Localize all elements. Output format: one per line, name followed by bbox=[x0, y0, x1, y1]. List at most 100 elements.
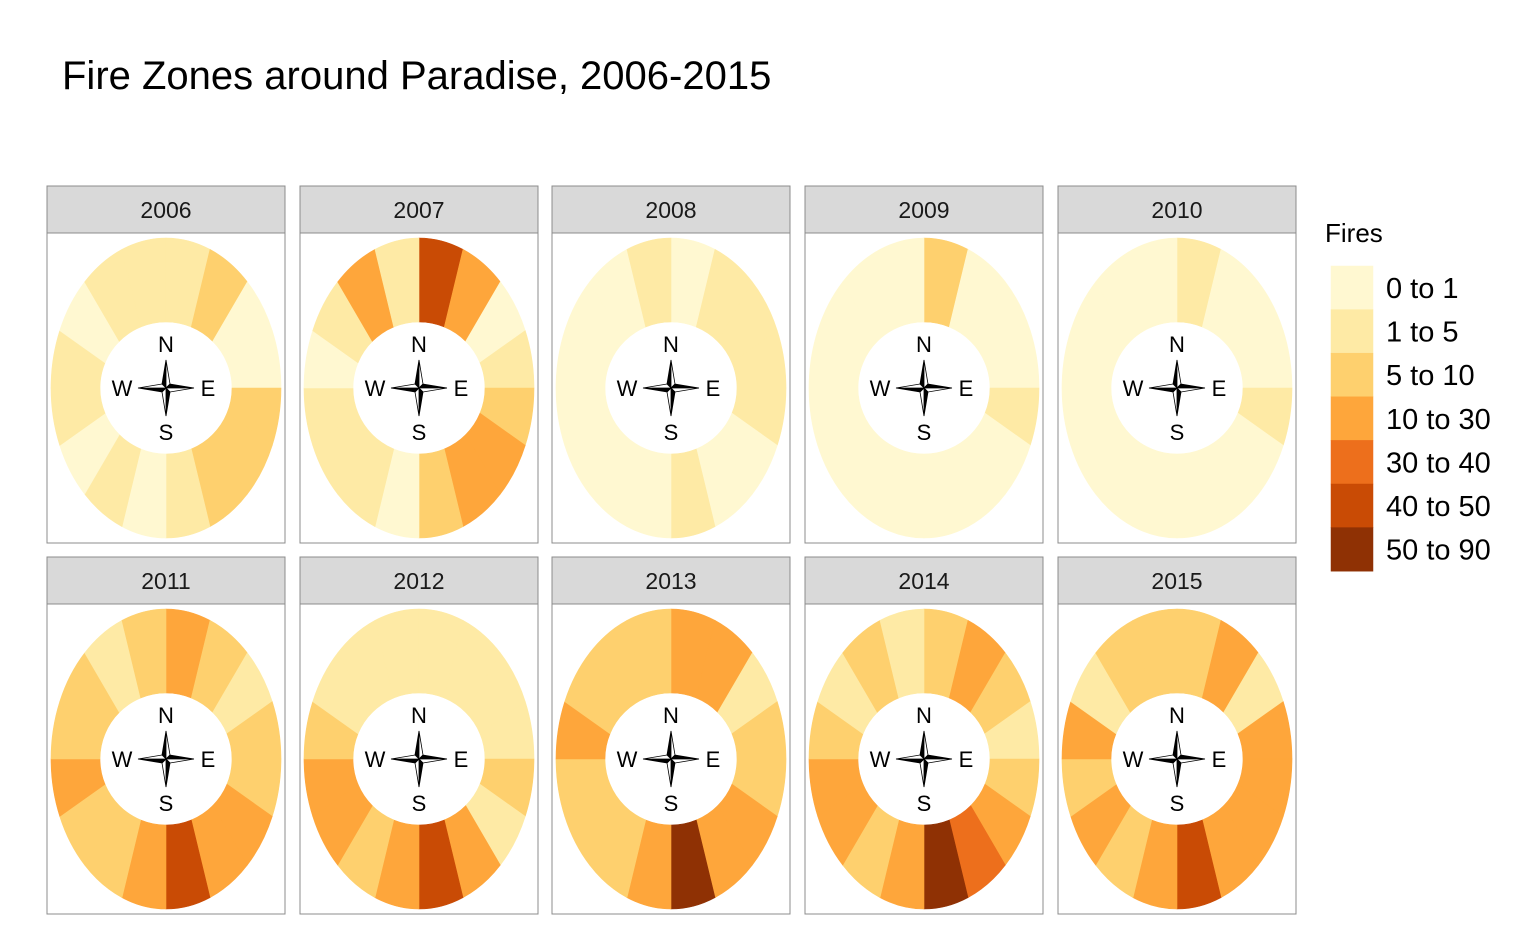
compass-rose-icon bbox=[895, 730, 953, 788]
compass-label-n: N bbox=[916, 703, 932, 728]
compass-label-n: N bbox=[411, 703, 427, 728]
sector-2008-15 bbox=[626, 237, 672, 328]
legend-label: 1 to 5 bbox=[1386, 317, 1459, 349]
compass-label-n: N bbox=[1169, 703, 1185, 728]
compass-label-w: W bbox=[365, 376, 386, 401]
compass-label-e: E bbox=[959, 747, 974, 772]
facet-strip-label: 2012 bbox=[393, 568, 444, 594]
compass-label-w: W bbox=[617, 376, 638, 401]
sector-2012-15 bbox=[374, 608, 420, 699]
compass-label-n: N bbox=[663, 332, 679, 357]
facet-strip-label: 2006 bbox=[140, 197, 191, 223]
compass-label-s: S bbox=[664, 791, 679, 816]
legend-label: 40 to 50 bbox=[1386, 491, 1491, 523]
sector-2011-15 bbox=[121, 608, 167, 699]
compass-rose-icon bbox=[390, 730, 448, 788]
facet-strip-label: 2008 bbox=[645, 197, 696, 223]
compass-label-s: S bbox=[917, 420, 932, 445]
legend-key bbox=[1330, 309, 1374, 354]
facet-panel-2009: 2009 N S W E bbox=[804, 185, 1044, 544]
facet-panel-2013: 2013 N S W E bbox=[551, 556, 791, 915]
compass-label-s: S bbox=[917, 791, 932, 816]
sector-2006-15 bbox=[121, 237, 167, 328]
facet-panels: 2006 N S W E 2007 N S W E 2008 N S W E 2009 N S W E 2010 N S W E… bbox=[46, 185, 1297, 915]
facet-strip bbox=[551, 556, 791, 605]
compass-label-e: E bbox=[454, 747, 469, 772]
legend-key bbox=[1330, 440, 1374, 485]
legend-label: 0 to 1 bbox=[1386, 273, 1459, 305]
facet-panel-2012: 2012 N S W E bbox=[299, 556, 539, 915]
compass-rose-icon bbox=[390, 359, 448, 417]
compass-rose-icon bbox=[895, 359, 953, 417]
facet-panel-2006: 2006 N S W E bbox=[46, 185, 286, 544]
legend-key bbox=[1330, 527, 1374, 572]
facet-strip bbox=[804, 185, 1044, 234]
compass-label-s: S bbox=[1170, 420, 1185, 445]
legend-key bbox=[1330, 396, 1374, 441]
compass-label-n: N bbox=[916, 332, 932, 357]
sector-2015-15 bbox=[1132, 608, 1178, 699]
compass-label-n: N bbox=[1169, 332, 1185, 357]
compass-label-e: E bbox=[1212, 747, 1227, 772]
facet-panel-2014: 2014 N S W E bbox=[804, 556, 1044, 915]
compass-label-s: S bbox=[159, 420, 174, 445]
compass-label-e: E bbox=[454, 376, 469, 401]
chart-title: Fire Zones around Paradise, 2006-2015 bbox=[62, 54, 771, 98]
legend-label: 10 to 30 bbox=[1386, 404, 1491, 436]
sector-2013-15 bbox=[626, 608, 672, 699]
compass-label-e: E bbox=[1212, 376, 1227, 401]
compass-label-w: W bbox=[1123, 376, 1144, 401]
compass-label-w: W bbox=[112, 376, 133, 401]
legend-key bbox=[1330, 483, 1374, 528]
legend-label: 30 to 40 bbox=[1386, 447, 1491, 479]
facet-strip-label: 2015 bbox=[1151, 568, 1202, 594]
facet-strip bbox=[1057, 556, 1297, 605]
compass-label-e: E bbox=[201, 376, 216, 401]
legend-key bbox=[1330, 265, 1374, 310]
compass-label-n: N bbox=[411, 332, 427, 357]
facet-strip-label: 2010 bbox=[1151, 197, 1202, 223]
sector-2014-15 bbox=[879, 608, 925, 699]
compass-label-s: S bbox=[412, 791, 427, 816]
facet-strip-label: 2007 bbox=[393, 197, 444, 223]
facet-strip-label: 2011 bbox=[141, 568, 190, 594]
compass-label-w: W bbox=[365, 747, 386, 772]
compass-label-s: S bbox=[159, 791, 174, 816]
facet-strip bbox=[299, 185, 539, 234]
compass-label-n: N bbox=[158, 703, 174, 728]
facet-panel-2011: 2011 N S W E bbox=[46, 556, 286, 915]
compass-label-w: W bbox=[870, 747, 891, 772]
compass-label-w: W bbox=[1123, 747, 1144, 772]
compass-rose-icon bbox=[1148, 730, 1206, 788]
facet-panel-2010: 2010 N S W E bbox=[1057, 185, 1297, 544]
compass-rose-icon bbox=[137, 730, 195, 788]
facet-strip bbox=[804, 556, 1044, 605]
compass-label-n: N bbox=[663, 703, 679, 728]
legend-title: Fires bbox=[1325, 218, 1383, 248]
compass-label-w: W bbox=[112, 747, 133, 772]
legend-label: 5 to 10 bbox=[1386, 360, 1475, 392]
facet-strip-label: 2013 bbox=[645, 568, 696, 594]
facet-strip bbox=[46, 185, 286, 234]
legend-label: 50 to 90 bbox=[1386, 535, 1491, 567]
compass-label-s: S bbox=[1170, 791, 1185, 816]
facet-panel-2007: 2007 N S W E bbox=[299, 185, 539, 544]
compass-label-e: E bbox=[706, 747, 721, 772]
compass-rose-icon bbox=[1148, 359, 1206, 417]
compass-label-s: S bbox=[664, 420, 679, 445]
legend: Fires 0 to 1 1 to 5 5 to 10 10 to 30 30 to 4… bbox=[1325, 218, 1491, 572]
compass-rose-icon bbox=[137, 359, 195, 417]
compass-label-e: E bbox=[706, 376, 721, 401]
facet-strip bbox=[1057, 185, 1297, 234]
sector-2009-15 bbox=[879, 237, 925, 328]
compass-rose-icon bbox=[642, 730, 700, 788]
facet-strip bbox=[46, 556, 286, 605]
compass-label-s: S bbox=[412, 420, 427, 445]
facet-panel-2008: 2008 N S W E bbox=[551, 185, 791, 544]
legend-key bbox=[1330, 352, 1374, 398]
compass-label-n: N bbox=[158, 332, 174, 357]
facet-panel-2015: 2015 N S W E bbox=[1057, 556, 1297, 915]
compass-label-e: E bbox=[201, 747, 216, 772]
facet-strip bbox=[299, 556, 539, 605]
